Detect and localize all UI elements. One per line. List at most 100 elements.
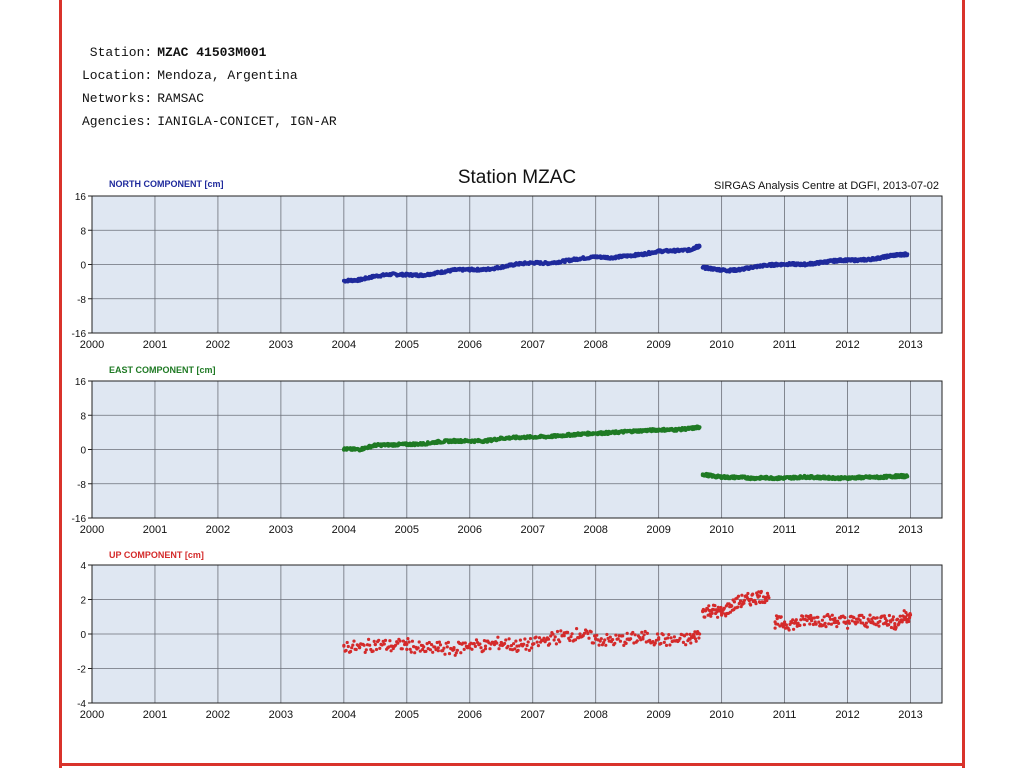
x-tick-label: 2010: [709, 524, 733, 536]
data-point: [472, 642, 476, 646]
data-point: [791, 618, 795, 622]
data-point: [722, 606, 726, 610]
data-point: [546, 434, 551, 439]
data-point: [688, 632, 692, 637]
data-point: [802, 623, 807, 627]
data-point: [664, 643, 669, 648]
data-point: [595, 633, 599, 637]
data-point: [404, 442, 409, 447]
data-point: [597, 643, 601, 647]
data-point: [516, 648, 520, 653]
data-point: [732, 600, 737, 604]
series-points: [342, 424, 910, 482]
data-point: [820, 618, 825, 622]
data-point: [433, 645, 437, 649]
data-point: [396, 641, 400, 645]
data-point: [810, 619, 814, 623]
x-tick-label: 2000: [80, 339, 104, 351]
y-tick-label: 0: [80, 630, 86, 641]
x-tick-label: 2008: [583, 709, 607, 721]
data-point: [401, 639, 405, 643]
data-point: [406, 637, 410, 641]
x-tick-label: 2004: [332, 709, 356, 721]
x-tick-label: 2002: [206, 709, 230, 721]
data-point: [794, 618, 798, 622]
data-point: [808, 622, 812, 626]
data-point: [398, 639, 402, 643]
data-point: [855, 620, 860, 624]
data-point: [697, 636, 701, 640]
y-tick-label: -4: [77, 699, 86, 710]
data-point: [877, 624, 881, 628]
data-point: [546, 261, 551, 266]
data-point: [524, 647, 528, 651]
component-label: EAST COMPONENT [cm]: [109, 365, 216, 375]
data-point: [562, 433, 567, 438]
component-label: NORTH COMPONENT [cm]: [109, 179, 224, 189]
x-tick-label: 2007: [520, 524, 544, 536]
data-point: [591, 641, 596, 645]
data-point: [498, 643, 502, 647]
x-tick-label: 2013: [898, 709, 922, 721]
x-tick-label: 2008: [583, 339, 607, 351]
data-point: [622, 643, 626, 648]
x-tick-label: 2005: [395, 339, 419, 351]
data-point: [441, 649, 445, 653]
data-point: [382, 642, 386, 646]
data-point: [535, 640, 539, 644]
data-point: [473, 644, 477, 649]
data-point: [862, 615, 866, 620]
data-point: [570, 632, 574, 636]
data-point: [351, 643, 355, 647]
data-point: [809, 613, 813, 618]
frame-left-border: [59, 0, 62, 768]
data-point: [694, 245, 699, 249]
data-point: [829, 622, 834, 626]
data-point: [710, 611, 714, 616]
data-point: [905, 252, 910, 257]
data-point: [416, 646, 420, 650]
data-point: [552, 638, 556, 642]
data-point: [748, 597, 752, 602]
data-point: [643, 629, 647, 634]
x-tick-label: 2010: [709, 709, 733, 721]
data-point: [362, 643, 366, 647]
data-point: [559, 629, 563, 633]
data-point: [814, 261, 818, 266]
data-point: [672, 639, 677, 643]
x-tick-label: 2003: [269, 709, 293, 721]
data-point: [609, 430, 614, 435]
station-value: MZAC 41503M001: [157, 45, 267, 60]
data-point: [523, 637, 527, 641]
data-point: [455, 648, 459, 652]
data-point: [578, 632, 582, 636]
data-point: [799, 618, 803, 622]
data-point: [400, 647, 404, 651]
data-point: [442, 646, 446, 650]
data-point: [522, 642, 526, 646]
data-point: [354, 647, 358, 652]
data-point: [474, 638, 479, 642]
data-point: [497, 647, 501, 651]
data-point: [641, 635, 645, 640]
data-point: [891, 618, 895, 622]
data-point: [631, 630, 635, 635]
data-point: [368, 643, 372, 647]
data-point: [357, 447, 362, 452]
data-point: [558, 640, 562, 644]
data-point: [346, 644, 350, 649]
data-point: [795, 622, 799, 626]
data-point: [833, 618, 837, 622]
data-point: [822, 615, 826, 619]
data-point: [720, 611, 724, 615]
x-tick-label: 2012: [835, 709, 859, 721]
y-tick-label: 4: [80, 561, 86, 572]
data-point: [678, 636, 682, 641]
x-tick-label: 2001: [143, 709, 167, 721]
data-point: [828, 615, 832, 619]
x-tick-label: 2006: [458, 709, 482, 721]
y-tick-label: 2: [80, 596, 86, 607]
data-point: [826, 475, 831, 480]
data-point: [573, 638, 578, 642]
data-point: [672, 427, 677, 432]
